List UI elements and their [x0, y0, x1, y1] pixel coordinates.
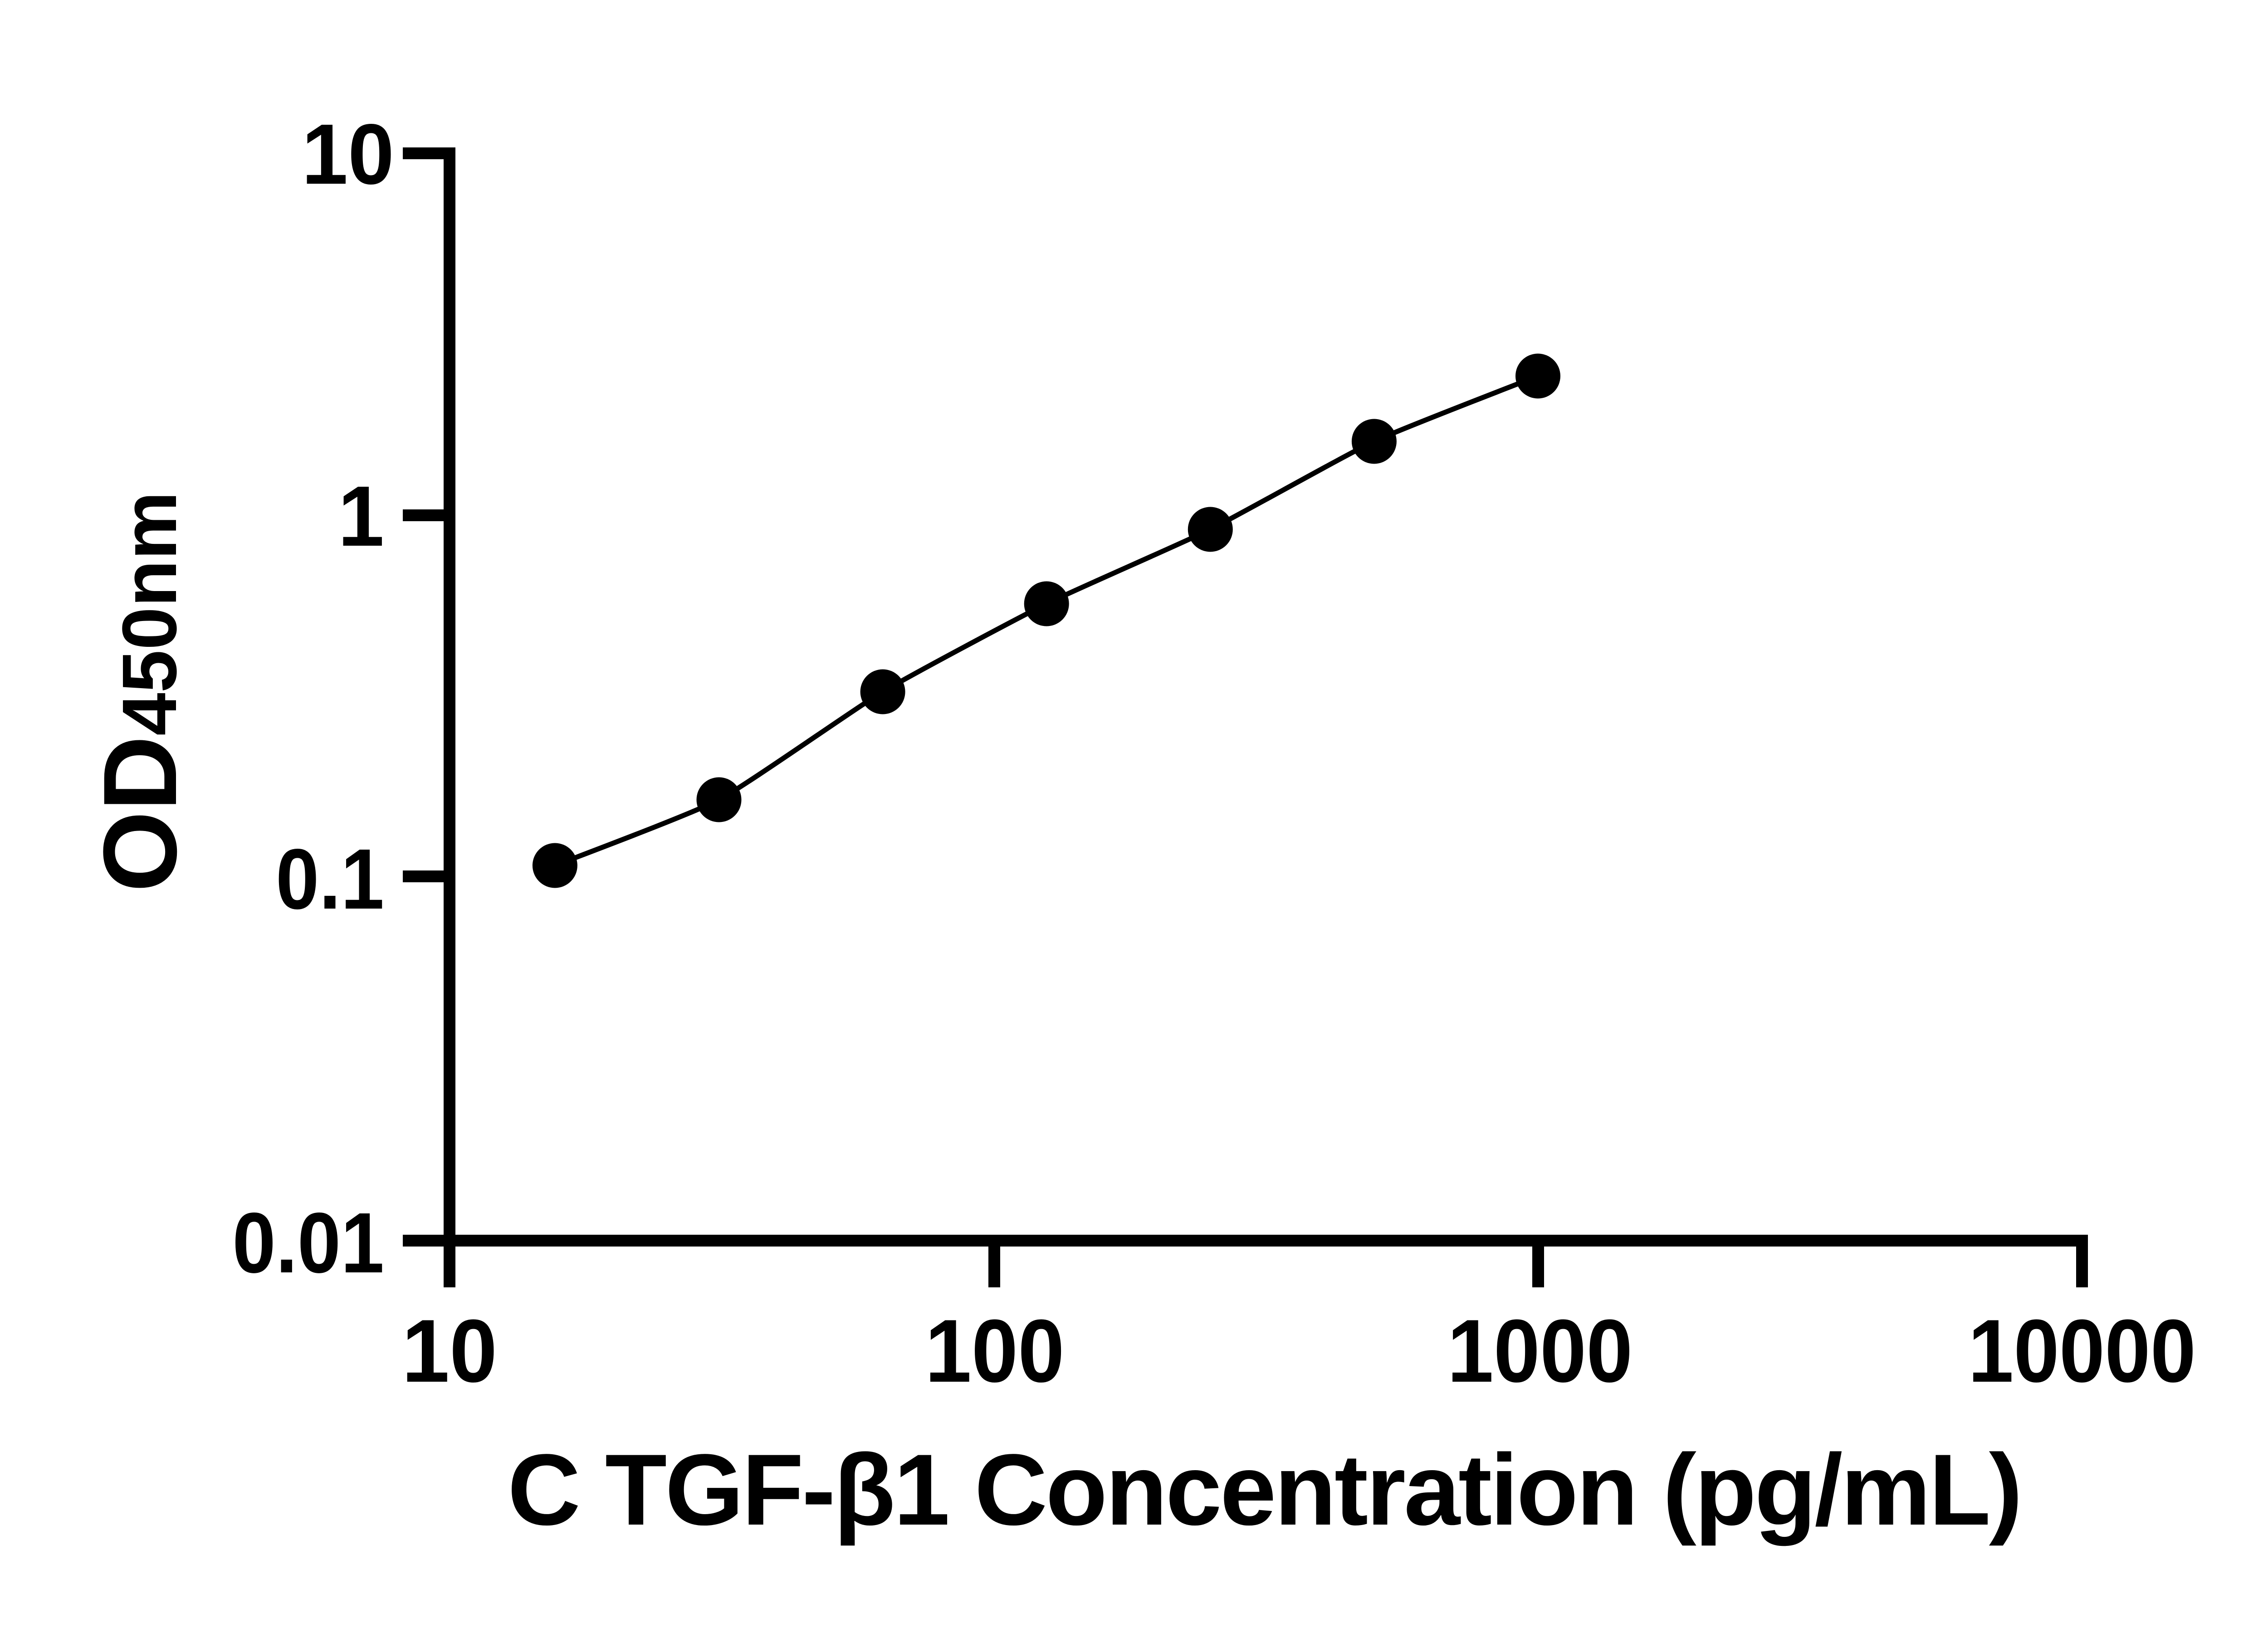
- svg-text:10000: 10000: [1968, 1301, 2196, 1401]
- svg-text:OD450nm: OD450nm: [82, 491, 198, 892]
- svg-text:100: 100: [925, 1301, 1064, 1401]
- svg-text:0.1: 0.1: [276, 831, 384, 927]
- svg-text:10: 10: [402, 1301, 497, 1400]
- svg-text:1: 1: [338, 468, 384, 564]
- svg-text:0.01: 0.01: [232, 1195, 384, 1291]
- svg-text:1000: 1000: [1447, 1301, 1633, 1401]
- svg-text:C TGF-β1 Concentration (pg/mL): C TGF-β1 Concentration (pg/mL): [508, 1433, 2021, 1546]
- svg-text:10: 10: [302, 106, 394, 202]
